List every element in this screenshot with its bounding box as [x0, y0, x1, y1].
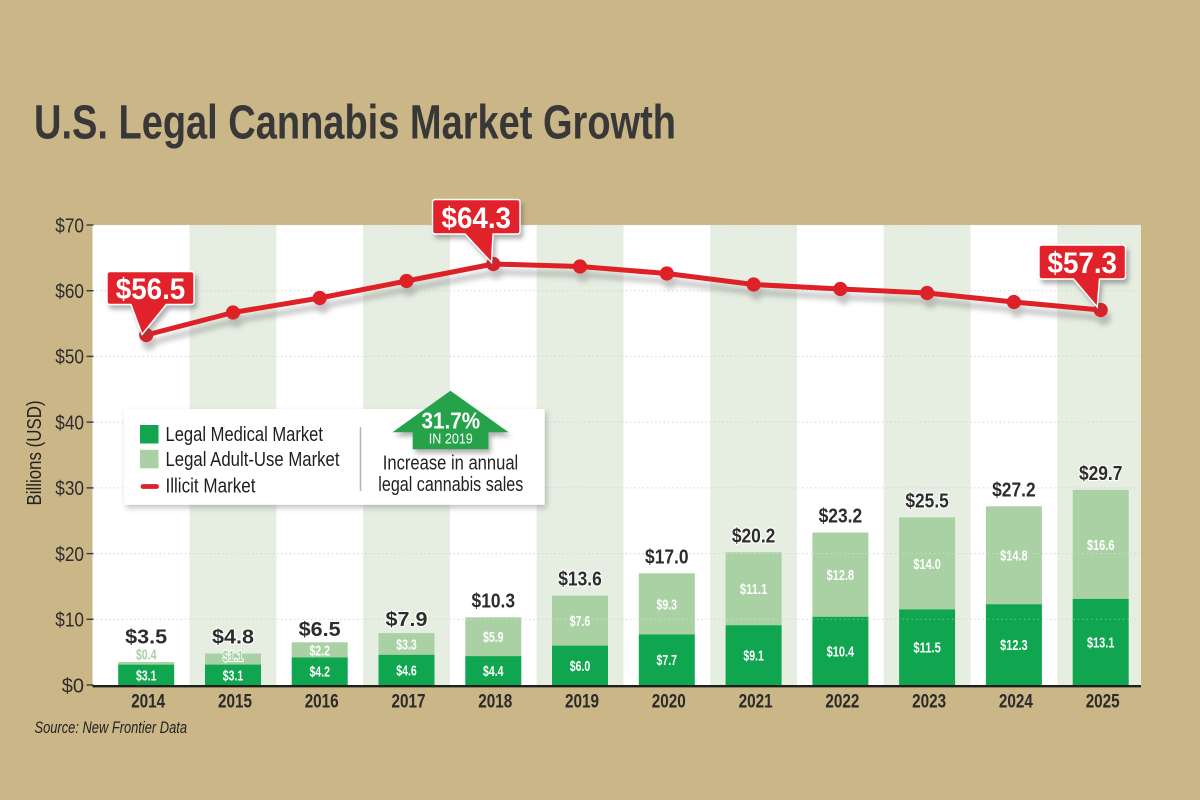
svg-text:$4.8: $4.8 — [212, 626, 254, 649]
svg-text:$10: $10 — [55, 610, 84, 632]
svg-text:$13.1: $13.1 — [1087, 635, 1115, 652]
svg-text:2015: 2015 — [218, 692, 252, 713]
svg-text:$2.2: $2.2 — [309, 642, 330, 659]
svg-text:2016: 2016 — [305, 692, 339, 713]
svg-text:$30: $30 — [55, 478, 84, 500]
svg-text:$7.6: $7.6 — [570, 613, 591, 630]
svg-text:$20.2: $20.2 — [732, 524, 776, 547]
svg-text:$40: $40 — [55, 412, 84, 434]
svg-text:IN 2019: IN 2019 — [429, 432, 473, 448]
svg-text:Legal Adult-Use Market: Legal Adult-Use Market — [166, 448, 340, 471]
svg-text:$23.2: $23.2 — [819, 505, 863, 528]
svg-text:$70: $70 — [55, 215, 84, 237]
svg-text:$9.3: $9.3 — [657, 596, 678, 613]
svg-text:$6.5: $6.5 — [299, 618, 341, 641]
svg-text:$56.5: $56.5 — [116, 273, 186, 306]
svg-text:$7.7: $7.7 — [657, 652, 678, 669]
svg-text:$10.3: $10.3 — [472, 589, 516, 612]
svg-text:$9.1: $9.1 — [743, 648, 764, 665]
svg-text:Increase in annual: Increase in annual — [383, 452, 519, 475]
svg-text:$17.0: $17.0 — [645, 545, 689, 568]
svg-text:$6.0: $6.0 — [570, 658, 591, 675]
svg-text:$3.1: $3.1 — [136, 667, 157, 684]
svg-text:$64.3: $64.3 — [442, 202, 512, 235]
svg-text:$14.8: $14.8 — [1000, 548, 1028, 565]
svg-text:$12.3: $12.3 — [1000, 637, 1028, 654]
svg-text:$27.2: $27.2 — [992, 478, 1036, 501]
svg-text:2025: 2025 — [1086, 692, 1120, 713]
svg-text:$16.6: $16.6 — [1087, 537, 1115, 554]
svg-text:$29.7: $29.7 — [1079, 462, 1123, 485]
svg-text:$50: $50 — [55, 347, 84, 369]
svg-text:legal cannabis sales: legal cannabis sales — [378, 473, 523, 496]
svg-text:$25.5: $25.5 — [905, 489, 949, 512]
svg-text:2024: 2024 — [999, 692, 1033, 713]
svg-text:$11.5: $11.5 — [913, 640, 941, 657]
svg-text:2021: 2021 — [739, 692, 773, 713]
svg-text:Legal Medical Market: Legal Medical Market — [166, 423, 324, 446]
svg-text:31.7%: 31.7% — [422, 408, 481, 434]
svg-text:$20: $20 — [55, 544, 84, 566]
svg-text:$0.4: $0.4 — [136, 647, 157, 664]
svg-text:Illicit Market: Illicit Market — [166, 475, 256, 498]
svg-text:$0: $0 — [62, 675, 84, 697]
svg-text:$60: $60 — [55, 281, 84, 303]
svg-text:$7.9: $7.9 — [386, 608, 428, 631]
svg-text:$4.6: $4.6 — [396, 662, 417, 679]
svg-text:2022: 2022 — [825, 692, 859, 713]
svg-text:2018: 2018 — [478, 692, 512, 713]
svg-text:$10.4: $10.4 — [827, 643, 855, 660]
svg-text:$3.3: $3.3 — [396, 636, 417, 653]
svg-text:$57.3: $57.3 — [1048, 247, 1118, 280]
svg-text:2020: 2020 — [652, 692, 686, 713]
svg-text:$3.1: $3.1 — [223, 667, 244, 684]
svg-text:U.S. Legal Cannabis Market Gro: U.S. Legal Cannabis Market Growth — [34, 97, 676, 150]
svg-text:Billions (USD): Billions (USD) — [24, 401, 46, 506]
svg-text:$11.1: $11.1 — [740, 581, 768, 598]
svg-text:$14.0: $14.0 — [913, 556, 941, 573]
svg-text:$13.6: $13.6 — [558, 568, 602, 591]
svg-text:$4.2: $4.2 — [309, 664, 330, 681]
svg-text:2014: 2014 — [131, 692, 165, 713]
svg-text:$12.8: $12.8 — [827, 567, 855, 584]
svg-text:2019: 2019 — [565, 692, 599, 713]
svg-text:$3.5: $3.5 — [125, 626, 167, 649]
svg-text:2017: 2017 — [392, 692, 426, 713]
svg-text:$4.4: $4.4 — [483, 663, 504, 680]
svg-text:2023: 2023 — [912, 692, 946, 713]
svg-text:$1.1: $1.1 — [223, 648, 244, 665]
svg-text:$5.9: $5.9 — [483, 629, 504, 646]
svg-text:Source: New Frontier Data: Source: New Frontier Data — [35, 719, 188, 737]
